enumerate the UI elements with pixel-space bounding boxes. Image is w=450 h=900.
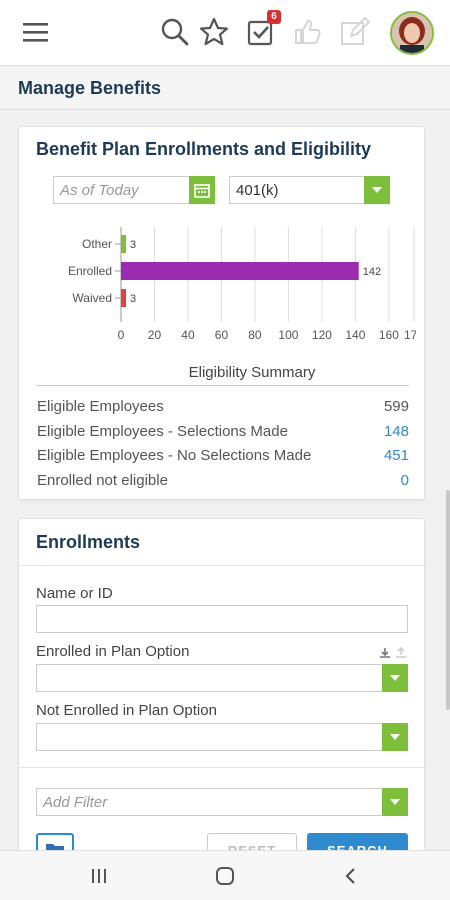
x-tick-label: 40 bbox=[181, 328, 195, 342]
x-tick-label: 80 bbox=[248, 328, 262, 342]
download-icon[interactable] bbox=[379, 646, 391, 664]
stat-value[interactable]: 148 bbox=[383, 422, 409, 440]
stat-label: Enrolled not eligible bbox=[37, 471, 168, 489]
x-tick-label: 175 bbox=[404, 328, 416, 342]
stats-divider bbox=[36, 385, 409, 386]
card-divider bbox=[19, 767, 426, 768]
scrollbar[interactable] bbox=[446, 490, 450, 710]
as-of-date-field[interactable]: As of Today bbox=[53, 176, 215, 204]
chevron-down-icon[interactable] bbox=[382, 664, 408, 692]
card-title: Enrollments bbox=[36, 532, 141, 552]
chevron-down-icon[interactable] bbox=[382, 788, 408, 816]
home-icon[interactable] bbox=[210, 863, 240, 889]
card-title: Benefit Plan Enrollments and Eligibility bbox=[36, 139, 372, 159]
x-tick-label: 120 bbox=[312, 328, 332, 342]
plan-select-value: 401(k) bbox=[236, 182, 279, 199]
thumbs-up-icon[interactable] bbox=[289, 14, 325, 50]
name-or-id-label: Name or ID bbox=[36, 585, 113, 602]
not-enrolled-plan-select[interactable] bbox=[36, 723, 408, 751]
not-enrolled-plan-label: Not Enrolled in Plan Option bbox=[36, 702, 217, 719]
calendar-icon[interactable] bbox=[189, 176, 215, 204]
eligibility-chart: 0 20 40 60 80 100 120 140 160 175 Other 3 Enrolled 14… bbox=[68, 227, 416, 381]
upload-icon[interactable] bbox=[395, 646, 407, 664]
data-label: 3 bbox=[130, 293, 136, 305]
stat-label: Eligible Employees - Selections Made bbox=[37, 422, 288, 440]
plan-select[interactable]: 401(k) bbox=[229, 176, 390, 204]
avatar[interactable] bbox=[390, 11, 434, 55]
y-tick-label: Other bbox=[82, 237, 112, 251]
enrolled-plan-select[interactable] bbox=[36, 664, 408, 692]
edit-icon[interactable] bbox=[337, 14, 373, 50]
x-tick-label: 0 bbox=[118, 328, 125, 342]
add-filter-select[interactable]: Add Filter bbox=[36, 788, 408, 816]
x-tick-label: 160 bbox=[379, 328, 399, 342]
enrollments-card: Enrollments Name or ID Enrolled in Plan … bbox=[18, 518, 426, 867]
chevron-down-icon[interactable] bbox=[364, 176, 390, 204]
top-app-bar: 6 bbox=[0, 0, 450, 66]
card-divider bbox=[19, 565, 426, 566]
page-title: Manage Benefits bbox=[18, 78, 162, 98]
stat-value[interactable]: 451 bbox=[383, 447, 409, 464]
bar-other[interactable] bbox=[121, 235, 127, 253]
stat-label: Eligible Employees bbox=[37, 398, 164, 415]
benefit-plan-card: Benefit Plan Enrollments and Eligibility… bbox=[18, 126, 425, 500]
page-header: Manage Benefits bbox=[0, 66, 450, 110]
chart-title: Eligibility Summary bbox=[189, 364, 316, 381]
star-icon[interactable] bbox=[196, 14, 232, 50]
y-tick-label: Waived bbox=[72, 291, 112, 305]
bar-waived[interactable] bbox=[121, 289, 127, 307]
x-tick-label: 20 bbox=[148, 328, 162, 342]
stat-row: Eligible Employees - Selections Made 148 bbox=[37, 423, 409, 440]
bar-enrolled[interactable] bbox=[121, 262, 359, 280]
stat-row: Eligible Employees 599 bbox=[37, 398, 409, 415]
chevron-down-icon[interactable] bbox=[382, 723, 408, 751]
as-of-date-placeholder: As of Today bbox=[60, 182, 139, 199]
stat-value[interactable]: 0 bbox=[400, 471, 409, 489]
back-icon[interactable] bbox=[336, 863, 366, 889]
name-or-id-input[interactable] bbox=[36, 605, 408, 633]
data-label: 3 bbox=[130, 239, 136, 251]
stat-value: 599 bbox=[383, 398, 409, 415]
notification-badge: 6 bbox=[267, 10, 281, 24]
tasks-icon[interactable]: 6 bbox=[243, 10, 281, 50]
enrolled-plan-label: Enrolled in Plan Option bbox=[36, 643, 190, 660]
x-tick-label: 140 bbox=[345, 328, 365, 342]
menu-icon[interactable] bbox=[18, 14, 54, 50]
add-filter-placeholder: Add Filter bbox=[43, 794, 108, 811]
stat-label: Eligible Employees - No Selections Made bbox=[37, 447, 312, 464]
search-icon[interactable] bbox=[157, 14, 193, 50]
x-tick-label: 60 bbox=[215, 328, 229, 342]
y-tick-label: Enrolled bbox=[68, 264, 112, 278]
system-nav-bar bbox=[0, 850, 450, 900]
stat-row: Enrolled not eligible 0 bbox=[37, 472, 409, 489]
data-label: 142 bbox=[363, 266, 381, 278]
recent-apps-icon[interactable] bbox=[84, 863, 114, 889]
stat-row: Eligible Employees - No Selections Made 4… bbox=[37, 447, 409, 464]
x-tick-label: 100 bbox=[278, 328, 298, 342]
